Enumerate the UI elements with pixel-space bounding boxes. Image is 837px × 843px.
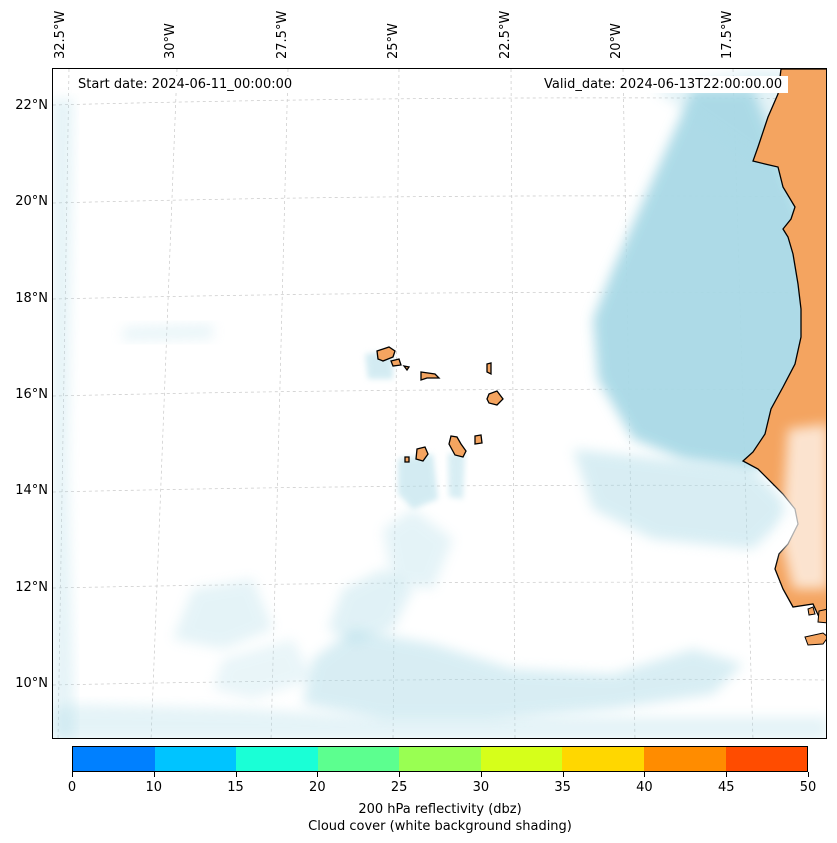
colorbar-tick-label: 30 — [472, 780, 490, 795]
colorbar-tick — [317, 772, 319, 777]
cloud-cover-shading — [53, 69, 826, 738]
lon-label-27-5w: 27.5°W — [275, 10, 290, 59]
colorbar-segment — [399, 747, 481, 771]
lat-label-10n: 10°N — [15, 676, 48, 691]
lon-label-30w: 30°W — [163, 23, 178, 59]
colorbar-tick-label: 20 — [309, 780, 326, 795]
cape-verde-islands — [376, 346, 504, 463]
map-panel — [52, 68, 827, 739]
island-sao-vicente — [390, 358, 402, 367]
colorbar-tick — [72, 772, 73, 777]
lon-label-17-5w: 17.5°W — [720, 10, 735, 59]
lat-label-12n: 12°N — [15, 580, 48, 595]
colorbar-tick — [235, 772, 237, 777]
lat-label-14n: 14°N — [15, 483, 48, 498]
cloud-over-land — [781, 424, 826, 589]
island-santa-luzia — [402, 365, 411, 372]
lat-label-22n: 22°N — [15, 98, 48, 113]
island-brava — [404, 456, 410, 463]
colorbar-label: 200 hPa reflectivity (dbz) — [358, 802, 522, 817]
colorbar-segment — [317, 747, 400, 771]
island-fogo — [415, 446, 429, 462]
island-santo-antao — [376, 346, 396, 362]
colorbar-segment — [725, 747, 808, 771]
island-santiago — [448, 435, 467, 458]
colorbar-segment — [643, 747, 726, 771]
colorbar-tick-label: 15 — [227, 780, 244, 795]
colorbar-tick — [480, 772, 482, 777]
lon-label-25w: 25°W — [386, 23, 401, 59]
colorbar-tick-label: 40 — [636, 780, 653, 795]
lat-label-16n: 16°N — [15, 387, 48, 402]
lon-label-22-5w: 22.5°W — [498, 10, 513, 59]
colorbar-segment — [154, 747, 237, 771]
colorbar-tick — [399, 772, 401, 777]
start-date-label: Start date: 2024-06-11_00:00:00 — [72, 76, 299, 93]
colorbar-tick — [644, 772, 646, 777]
island-sao-nicolau — [420, 371, 441, 381]
colorbar-tick — [726, 772, 728, 777]
coastal-islands — [804, 606, 826, 646]
colorbar-segment — [562, 747, 644, 771]
lon-label-20w: 20°W — [609, 23, 624, 59]
colorbar-tick-label: 10 — [145, 780, 163, 795]
island-sal — [486, 362, 492, 376]
island-boa-vista — [486, 390, 504, 406]
colorbar-tick — [808, 772, 809, 777]
island-maio — [474, 434, 483, 445]
lat-label-18n: 18°N — [15, 291, 48, 306]
colorbar-segment — [236, 747, 318, 771]
colorbar-tick-label: 0 — [67, 780, 77, 795]
colorbar-tick — [153, 772, 155, 777]
colorbar-tick-label: 25 — [390, 780, 408, 795]
lon-label-32-5w: 32.5°W — [53, 10, 68, 59]
colorbar — [72, 746, 808, 772]
colorbar-segment — [73, 747, 155, 771]
colorbar-tick — [562, 772, 564, 777]
lat-label-20n: 20°N — [15, 194, 48, 209]
colorbar-sublabel: Cloud cover (white background shading) — [308, 819, 572, 834]
colorbar-segment — [480, 747, 563, 771]
valid-date-label: Valid_date: 2024-06-13T22:00:00.00 — [538, 76, 789, 93]
colorbar-tick-label: 45 — [717, 780, 735, 795]
colorbar-tick-label: 50 — [799, 780, 817, 795]
map-canvas — [53, 69, 826, 738]
colorbar-tick-label: 35 — [554, 780, 571, 795]
